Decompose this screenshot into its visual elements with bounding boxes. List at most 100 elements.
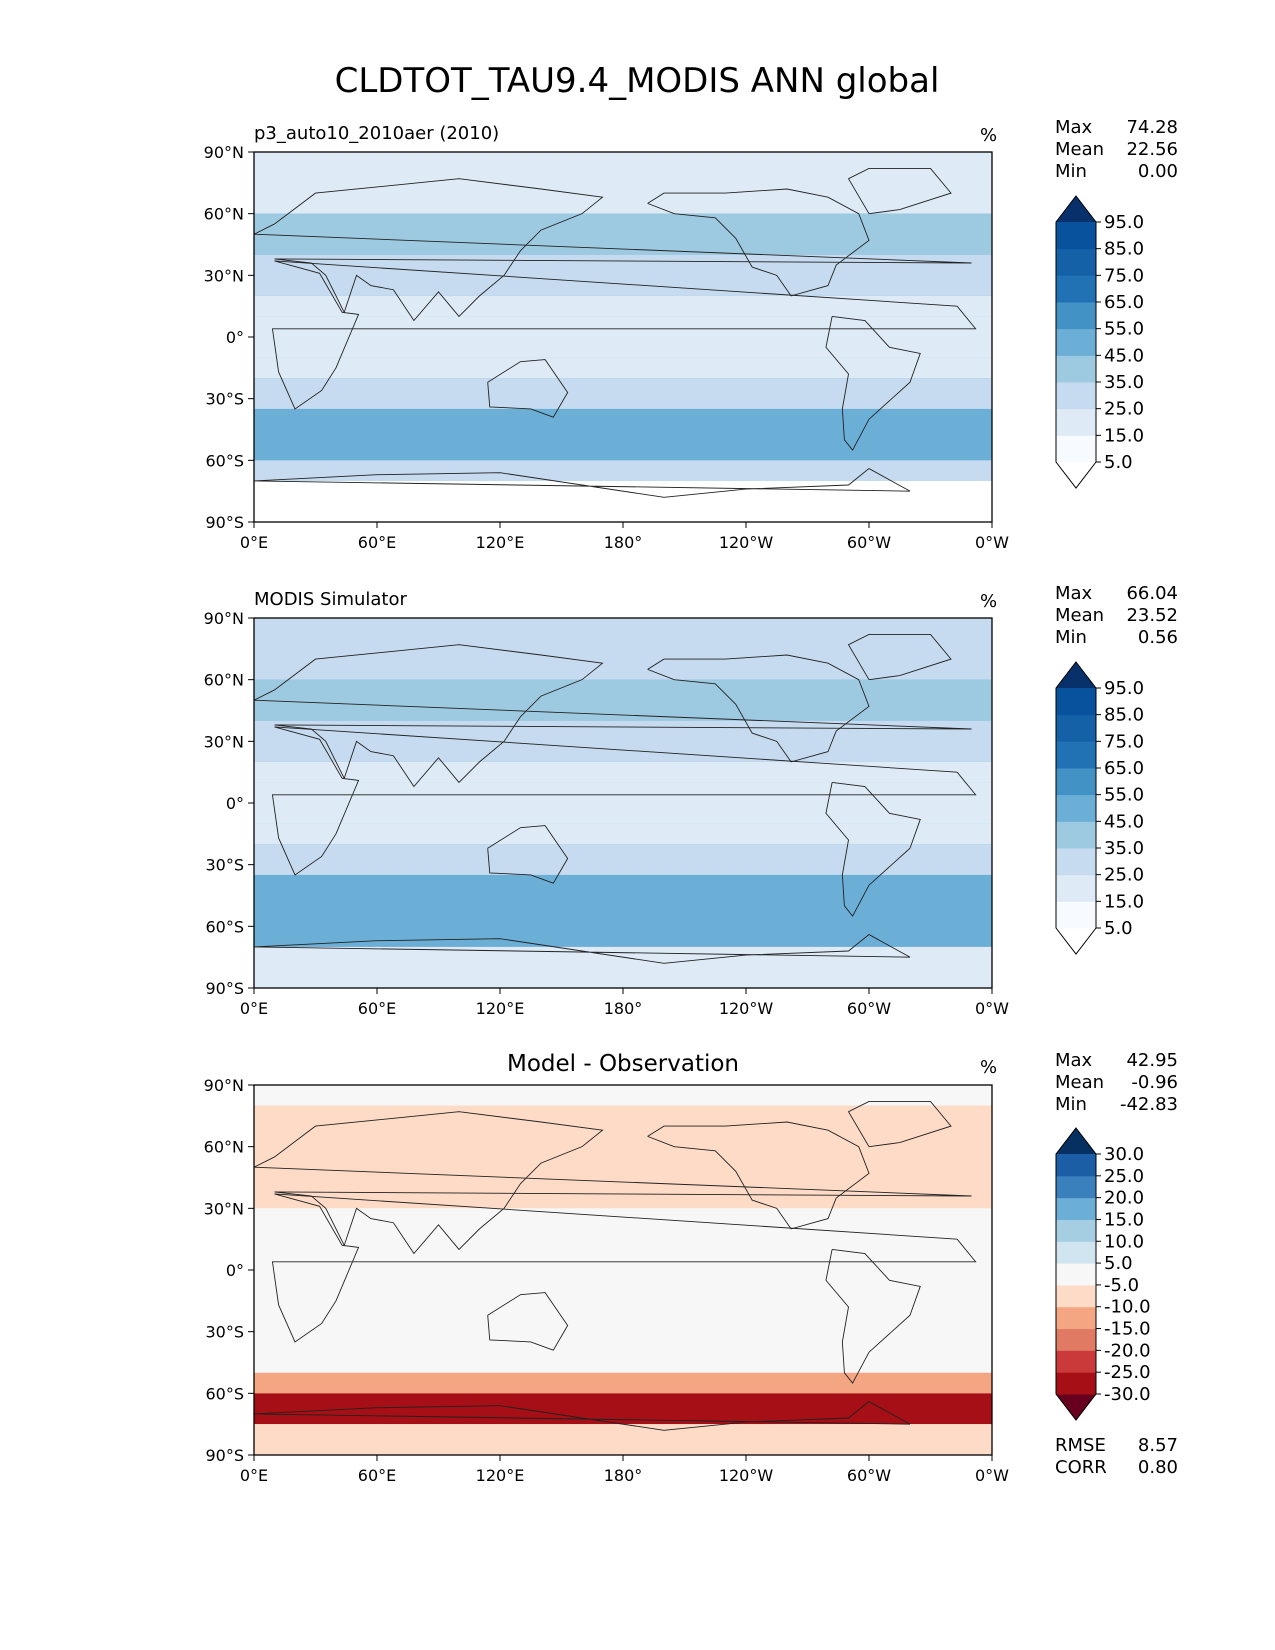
colorbar-segment xyxy=(1056,275,1096,303)
coastline xyxy=(271,726,977,876)
colorbar-segment xyxy=(1056,1328,1096,1351)
coastline xyxy=(253,934,911,964)
coastline xyxy=(647,1121,870,1230)
colorbar-extend-high xyxy=(1056,196,1096,222)
colorbar-tick-label: 35.0 xyxy=(1104,372,1144,393)
colorbar-tick-label: 95.0 xyxy=(1104,678,1144,699)
y-tick-label: 90°N xyxy=(204,1076,244,1095)
colorbar-tick-label: 20.0 xyxy=(1104,1188,1144,1209)
colorbar-segment xyxy=(1056,302,1096,330)
zonal-band xyxy=(254,1105,992,1209)
zonal-band xyxy=(254,1424,992,1455)
zonal-band xyxy=(254,460,992,481)
stat-label-mean: Mean xyxy=(1055,139,1104,160)
zonal-band xyxy=(254,946,992,988)
x-tick-label: 0°E xyxy=(240,999,268,1018)
colorbar-tick-label: -30.0 xyxy=(1104,1384,1151,1405)
stats-block: Max 42.95 Mean -0.96 Min -42.83 xyxy=(1055,1050,1178,1115)
colorbar-extend-high xyxy=(1056,662,1096,688)
y-tick-label: 30°N xyxy=(204,732,244,751)
x-tick-label: 60°W xyxy=(847,999,891,1018)
x-tick-label: 60°E xyxy=(358,1466,396,1485)
colorbar-tick-label: -10.0 xyxy=(1104,1297,1151,1318)
x-tick-label: 180° xyxy=(604,1466,643,1485)
x-tick-label: 60°E xyxy=(358,999,396,1018)
colorbar-tick-label: 85.0 xyxy=(1104,705,1144,726)
zonal-band xyxy=(254,357,992,379)
colorbar-segment xyxy=(1056,1306,1096,1330)
colorbar: -30.0-25.0-20.0-15.0-10.0-5.05.010.015.0… xyxy=(1055,1127,1151,1421)
map-area: 0°E 60°E 120°E 180° 120°W 60°W 0°W 90°N 60°N 30°N… xyxy=(204,143,1010,552)
y-tick-label: 90°S xyxy=(205,513,244,532)
stat-value-max: 66.04 xyxy=(1126,583,1178,604)
colorbar-tick-label: 45.0 xyxy=(1104,345,1144,366)
zonal-band xyxy=(254,1085,992,1106)
stat-value-rmse: 8.57 xyxy=(1138,1435,1178,1456)
y-tick-label: 90°S xyxy=(205,979,244,998)
stats-block: Max 66.04 Mean 23.52 Min 0.56 xyxy=(1055,583,1178,648)
colorbar-extend-high xyxy=(1056,1128,1096,1154)
zonal-band xyxy=(254,823,992,845)
x-tick-label: 120°W xyxy=(719,533,774,552)
y-tick-label: 30°S xyxy=(205,1323,244,1342)
coastline xyxy=(825,781,921,917)
coastline xyxy=(487,825,569,884)
x-tick-label: 0°W xyxy=(975,1466,1009,1485)
y-tick-label: 90°N xyxy=(204,609,244,628)
colorbar-tick-label: 5.0 xyxy=(1104,1253,1133,1274)
zonal-band xyxy=(254,378,992,409)
stat-value-min: -42.83 xyxy=(1120,1094,1178,1115)
x-tick-label: 120°E xyxy=(476,999,525,1018)
zonal-band xyxy=(254,408,992,461)
colorbar-tick-label: 35.0 xyxy=(1104,838,1144,859)
panel-difference: Model - Observation % Max 42.95 Mean -0.… xyxy=(204,1050,1178,1485)
zonal-band xyxy=(254,844,992,875)
panel-title: p3_auto10_2010aer (2010) xyxy=(254,123,499,144)
panel-test: p3_auto10_2010aer (2010) % Max 74.28 Mea… xyxy=(204,117,1178,552)
x-tick-label: 0°E xyxy=(240,533,268,552)
colorbar-segment xyxy=(1056,1154,1096,1177)
colorbar-segment xyxy=(1056,1350,1096,1373)
colorbar-segment xyxy=(1056,874,1096,902)
y-tick-label: 30°S xyxy=(205,856,244,875)
colorbar-segment xyxy=(1056,848,1096,876)
coastline xyxy=(647,188,870,297)
colorbar-tick-label: -25.0 xyxy=(1104,1362,1151,1383)
y-tick-label: 30°N xyxy=(204,266,244,285)
y-tick-label: 0° xyxy=(226,328,244,347)
colorbar: 5.0 15.0 25.0 35.0 45.0 55.0 65.0 75.0 85.0 95.0 xyxy=(1055,661,1144,955)
y-tick-label: 30°S xyxy=(205,390,244,409)
stat-value-corr: 0.80 xyxy=(1138,1457,1178,1478)
x-tick-label: 60°E xyxy=(358,533,396,552)
x-tick-label: 180° xyxy=(604,999,643,1018)
colorbar-tick-label: 55.0 xyxy=(1104,785,1144,806)
coastline xyxy=(253,1401,911,1431)
x-tick-label: 60°W xyxy=(847,1466,891,1485)
colorbar-segment xyxy=(1056,408,1096,436)
stat-label-mean: Mean xyxy=(1055,1072,1104,1093)
colorbar-segment xyxy=(1056,1263,1096,1286)
colorbar-tick-label: 15.0 xyxy=(1104,1209,1144,1230)
x-tick-label: 120°W xyxy=(719,999,774,1018)
stat-value-min: 0.56 xyxy=(1138,627,1178,648)
zonal-band xyxy=(254,720,992,762)
colorbar-segment xyxy=(1056,714,1096,742)
colorbar-tick-label: 75.0 xyxy=(1104,265,1144,286)
coastline xyxy=(271,1193,977,1343)
coastline xyxy=(847,633,952,681)
coastline xyxy=(253,644,972,788)
colorbar-tick-label: -15.0 xyxy=(1104,1319,1151,1340)
stat-label-max: Max xyxy=(1055,583,1093,604)
colorbar-tick-label: 5.0 xyxy=(1104,452,1133,473)
zonal-band xyxy=(254,618,992,680)
zonal-band xyxy=(254,316,992,358)
coastline xyxy=(825,1248,921,1384)
colorbar-segment xyxy=(1056,355,1096,383)
stat-label-min: Min xyxy=(1055,1094,1087,1115)
y-tick-label: 0° xyxy=(226,794,244,813)
zonal-band xyxy=(254,295,992,317)
colorbar-tick-label: 55.0 xyxy=(1104,319,1144,340)
x-tick-label: 120°E xyxy=(476,1466,525,1485)
zonal-band xyxy=(254,254,992,296)
